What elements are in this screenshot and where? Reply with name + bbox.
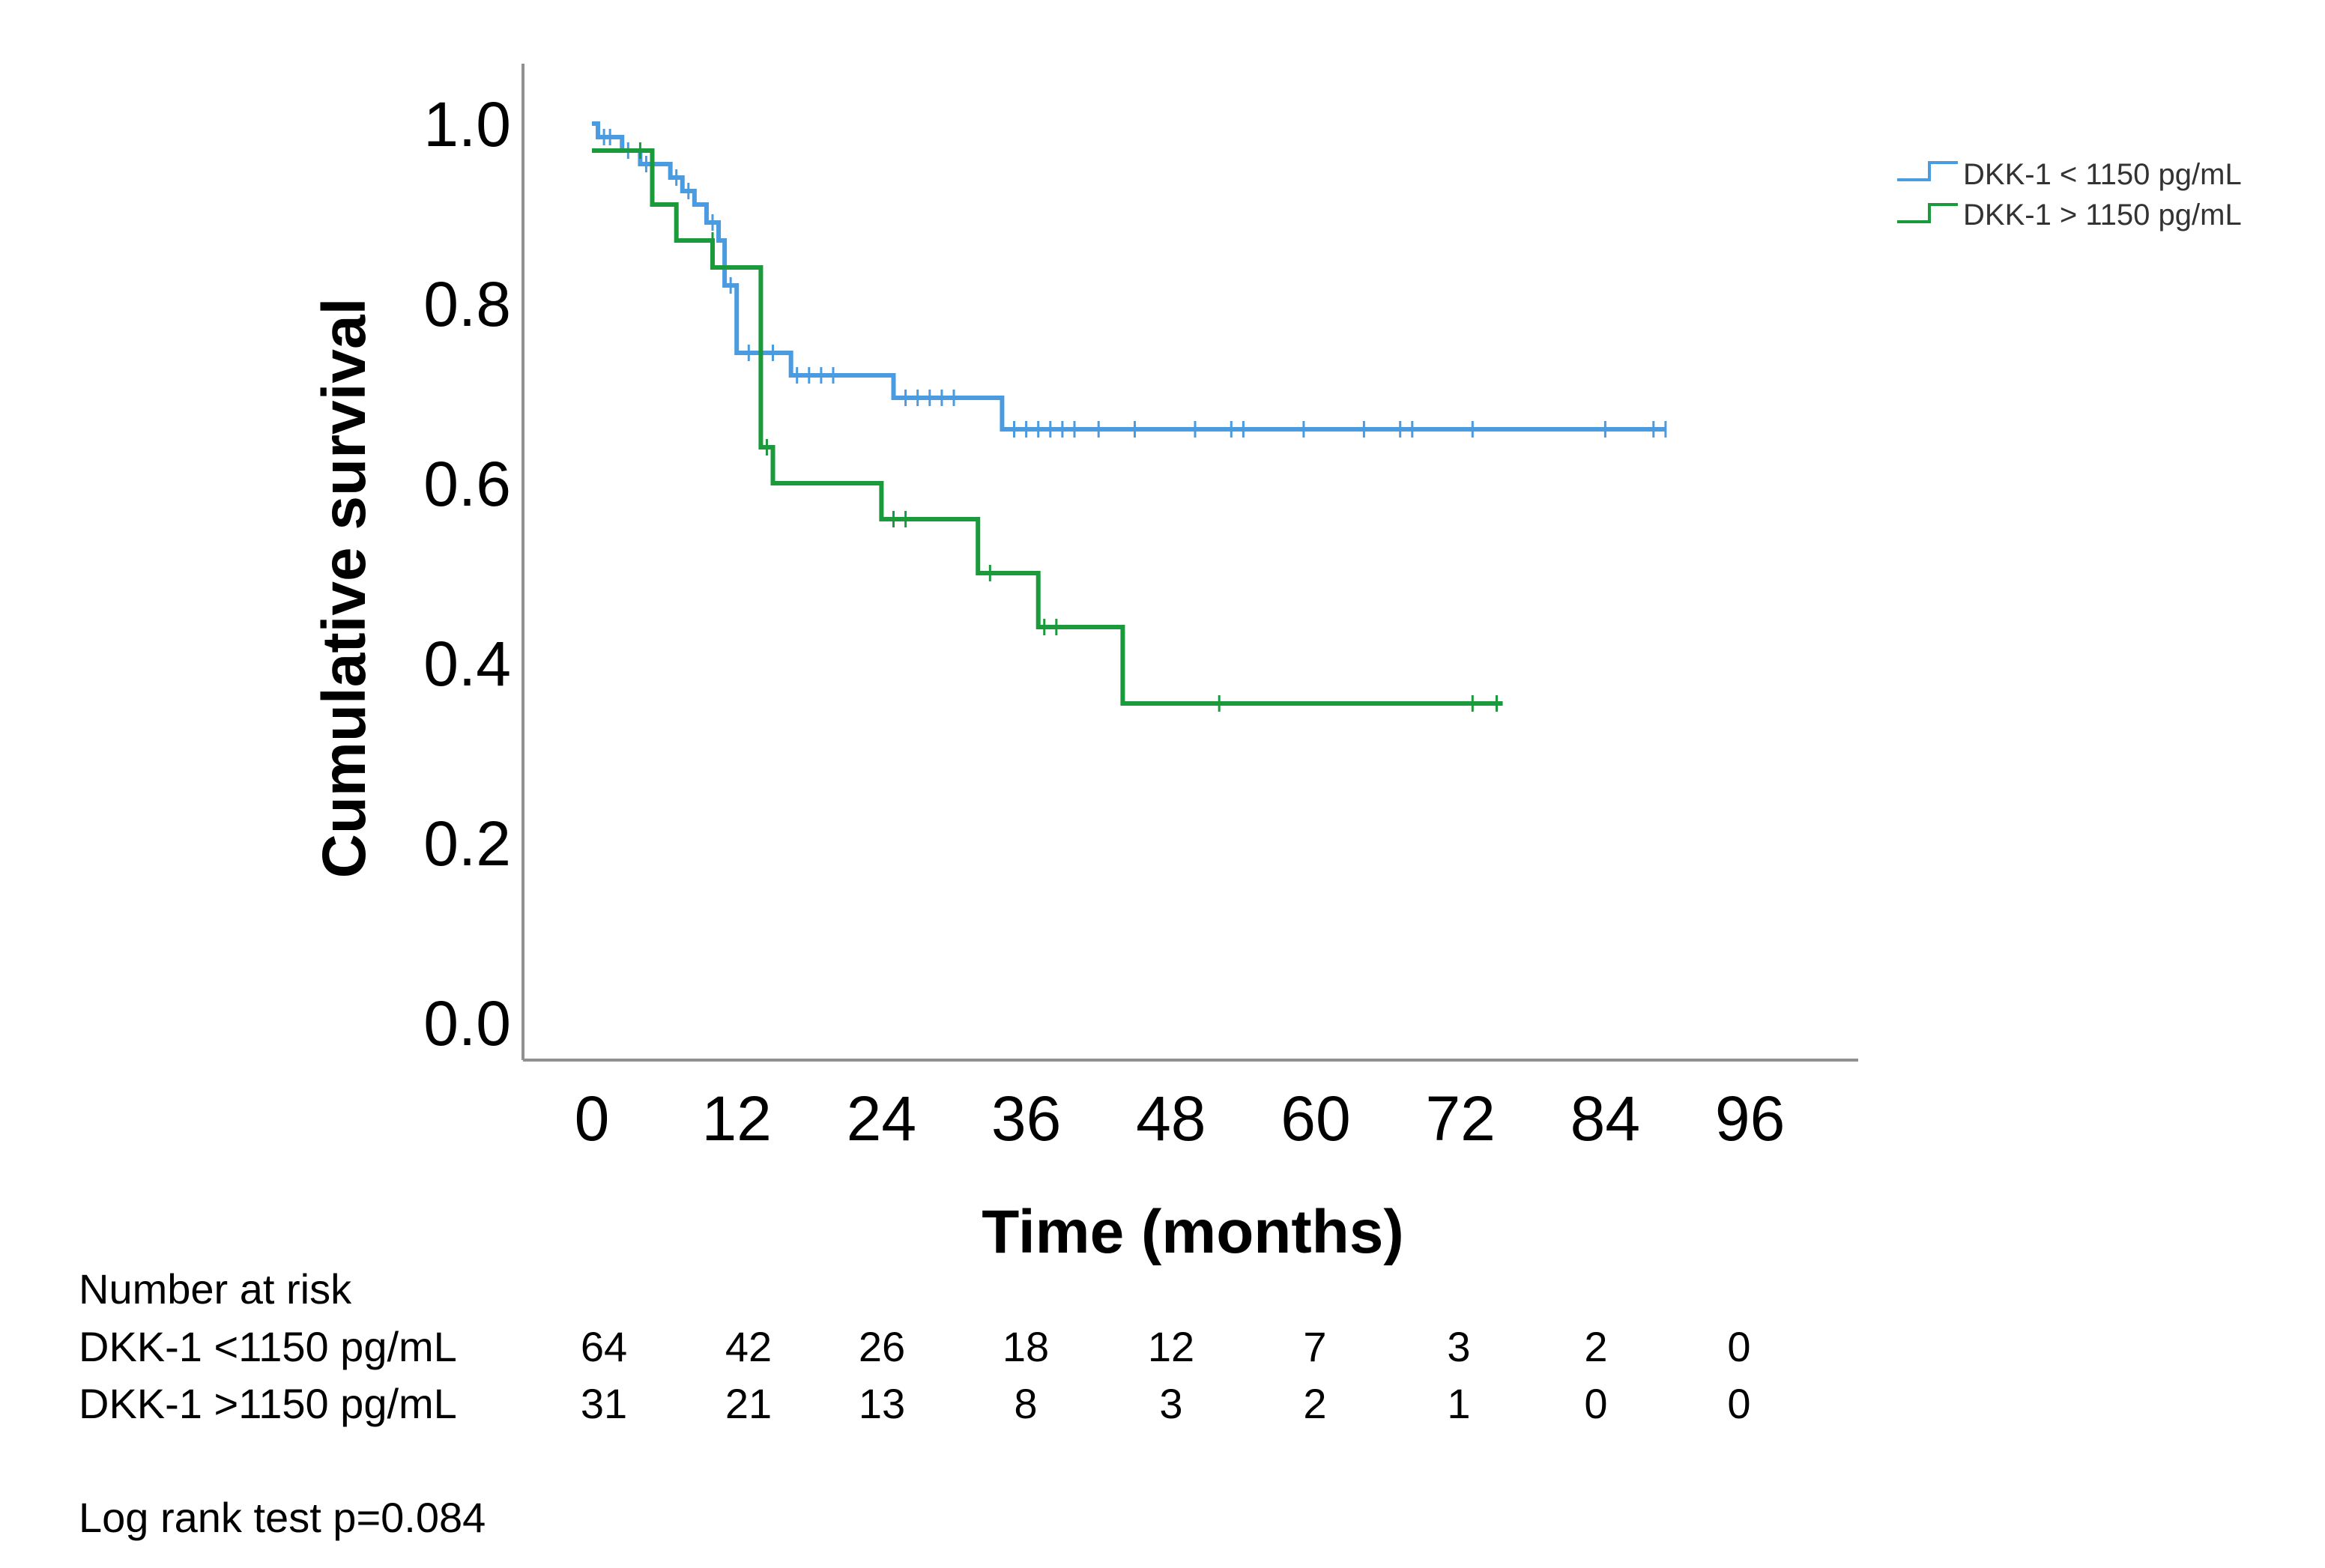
survival-curves [592,121,1667,712]
y-tick-labels: 0.0 0.2 0.4 0.6 0.8 1.0 [423,89,511,1059]
risk-value: 2 [1303,1380,1326,1427]
x-tick-label: 48 [1136,1083,1206,1154]
risk-value: 8 [1014,1380,1037,1427]
x-tick-label: 0 [575,1083,610,1154]
risk-value: 13 [859,1380,905,1427]
risk-table-heading: Number at risk [79,1265,352,1313]
y-tick-label: 0.2 [423,808,511,879]
series-line-0 [592,121,1666,432]
legend-line-dkk1-high [1897,203,1958,223]
risk-value: 31 [581,1380,627,1427]
risk-value: 12 [1148,1323,1194,1370]
y-tick-label: 1.0 [423,89,511,160]
risk-value: 3 [1447,1323,1470,1370]
risk-value: 64 [581,1323,627,1370]
x-tick-label: 96 [1715,1083,1785,1154]
y-axis-title: Cumulative survival [310,298,378,879]
x-axis-title: Time (months) [982,1198,1403,1266]
risk-value: 0 [1584,1380,1607,1427]
x-tick-label: 60 [1281,1083,1350,1154]
risk-row-label-dkk1-low: DKK-1 <1150 pg/mL [79,1323,457,1370]
legend-label-dkk1-low: DKK-1 < 1150 pg/mL [1963,158,2242,191]
number-at-risk-table: Number at risk DKK-1 <1150 pg/mL DKK-1 >… [79,1265,1751,1427]
series-line-1 [592,148,1503,706]
x-tick-label: 24 [847,1083,916,1154]
y-tick-label: 0.6 [423,449,511,519]
risk-row-label-dkk1-high: DKK-1 >1150 pg/mL [79,1380,457,1427]
x-tick-label: 36 [991,1083,1061,1154]
risk-value: 7 [1303,1323,1326,1370]
legend-line-dkk1-low [1897,161,1958,181]
risk-value: 26 [859,1323,905,1370]
risk-value: 3 [1159,1380,1182,1427]
x-tick-label: 72 [1425,1083,1495,1154]
risk-value: 1 [1447,1380,1470,1427]
risk-value: 21 [725,1380,772,1427]
risk-value: 18 [1003,1323,1049,1370]
legend-item: DKK-1 > 1150 pg/mL [1897,199,2242,231]
x-tick-label: 12 [701,1083,771,1154]
legend-item: DKK-1 < 1150 pg/mL [1897,158,2242,191]
legend: DKK-1 < 1150 pg/mL DKK-1 > 1150 pg/mL [1897,158,2242,231]
risk-value: 0 [1727,1323,1750,1370]
risk-value: 0 [1727,1380,1750,1427]
legend-label-dkk1-high: DKK-1 > 1150 pg/mL [1963,199,2242,231]
y-tick-label: 0.4 [423,629,511,699]
y-tick-label: 0.8 [423,269,511,339]
risk-value: 2 [1584,1323,1607,1370]
axes [521,64,1858,1062]
risk-values: 64 42 26 18 12 7 3 2 031 21 13 8 3 2 1 0 0 [581,1323,1751,1427]
risk-value: 42 [725,1323,772,1370]
x-tick-label: 84 [1570,1083,1640,1154]
y-tick-label: 0.0 [423,988,511,1059]
log-rank-footnote: Log rank test p=0.084 [79,1494,486,1541]
x-tick-labels: 0 12 24 36 48 60 72 84 96 [575,1083,1786,1154]
